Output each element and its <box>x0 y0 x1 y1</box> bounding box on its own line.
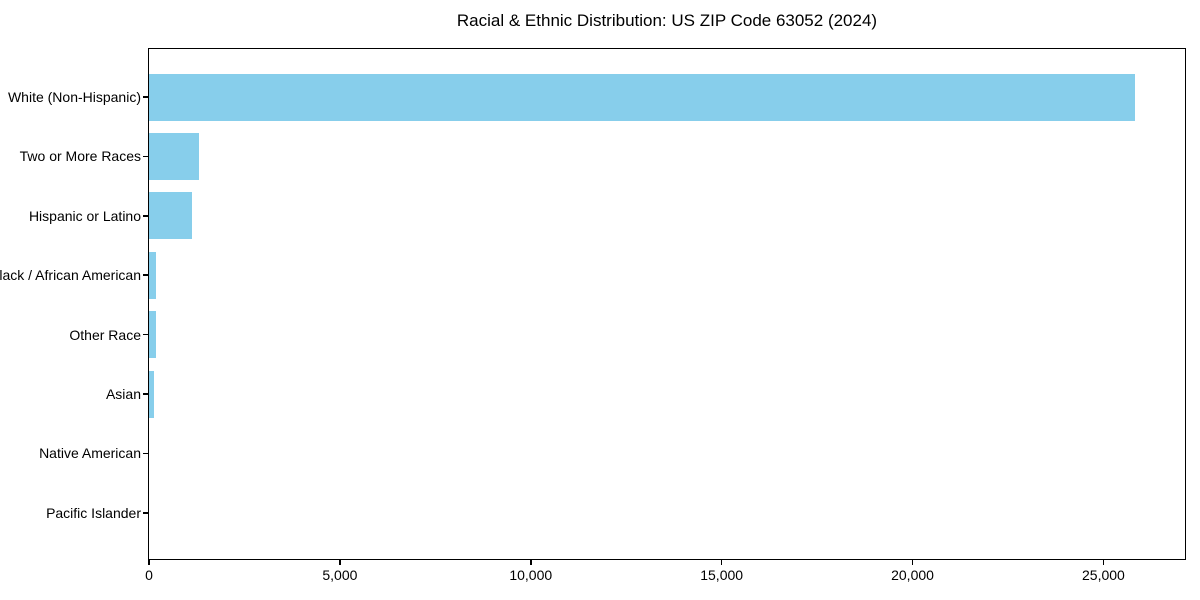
bar-white-non-hispanic <box>149 73 1135 121</box>
y-tick-other-race <box>142 333 148 336</box>
x-tick-label-0: 0 <box>145 567 153 583</box>
category-label-white-non-hispanic: White (Non-Hispanic) <box>7 89 141 105</box>
y-tick-pacific-islander <box>142 512 148 514</box>
chart-title: Racial & Ethnic Distribution: US ZIP Cod… <box>456 11 878 30</box>
category-label-hispanic-or-latino: Hispanic or Latino <box>28 207 141 224</box>
x-tick-label-5000: 5,000 <box>322 567 358 583</box>
bar-hispanic-or-latino <box>149 192 193 240</box>
bar-asian <box>149 370 154 418</box>
x-tick-20000 <box>911 559 914 565</box>
category-label-asian: Asian <box>105 386 141 402</box>
y-tick-two-or-more-races <box>142 155 148 158</box>
x-tick-0 <box>148 559 150 565</box>
x-tick-label-10000: 10,000 <box>509 567 553 583</box>
category-label-black-african-american: Black / African American <box>0 267 141 284</box>
x-tick-25000 <box>1102 559 1105 565</box>
bar-other-race <box>149 311 156 359</box>
y-tick-hispanic-or-latino <box>142 215 148 217</box>
x-tick-label-25000: 25,000 <box>1081 567 1125 583</box>
x-tick-5000 <box>339 559 341 565</box>
category-label-native-american: Native American <box>39 445 141 462</box>
y-tick-native-american <box>142 452 148 455</box>
x-tick-label-20000: 20,000 <box>891 567 934 583</box>
bar-two-or-more-races <box>149 132 199 180</box>
category-label-other-race: Other Race <box>69 326 141 343</box>
y-tick-black-african-american <box>142 274 148 276</box>
y-tick-white-non-hispanic <box>142 96 148 98</box>
y-tick-asian <box>142 393 148 395</box>
x-tick-15000 <box>720 559 723 565</box>
bar-black-african-american <box>149 251 157 299</box>
x-tick-10000 <box>530 559 532 565</box>
category-label-two-or-more-races: Two or More Races <box>19 148 141 165</box>
plot-area: White (Non-Hispanic) Two or More Races His… <box>0 48 1186 582</box>
category-label-pacific-islander: Pacific Islander <box>46 504 141 521</box>
x-tick-label-15000: 15,000 <box>700 567 744 583</box>
